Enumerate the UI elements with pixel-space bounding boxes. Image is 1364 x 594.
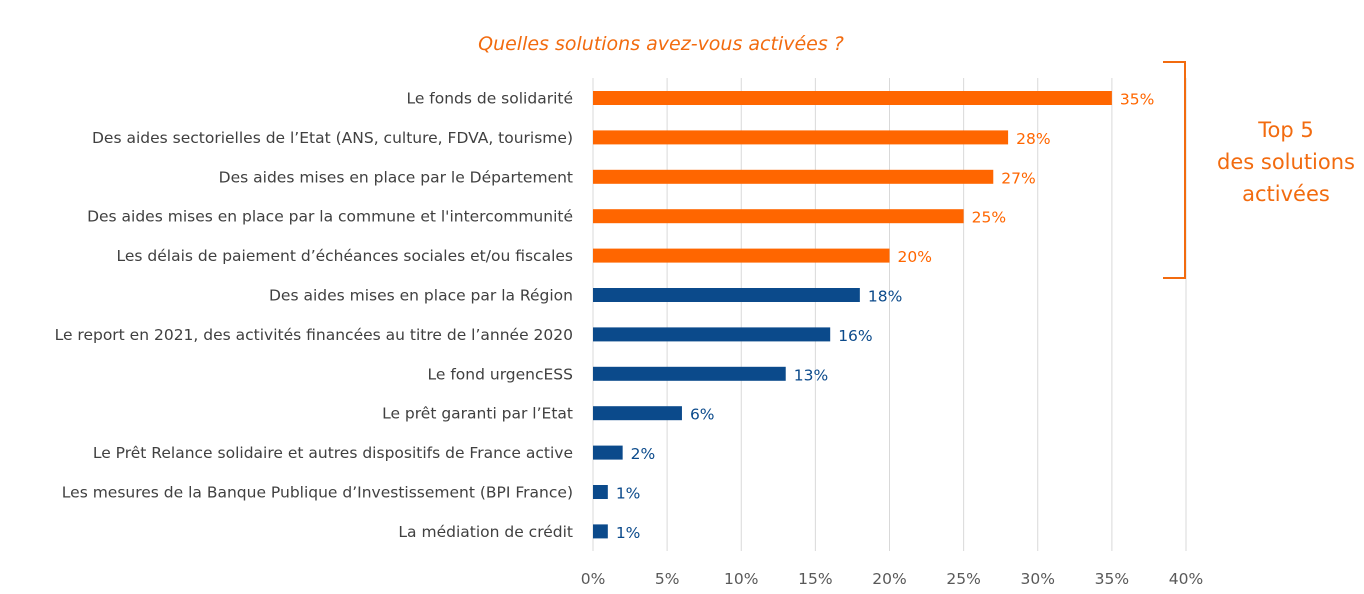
category-label: Le fonds de solidarité (406, 90, 573, 108)
category-label: Des aides mises en place par la Région (269, 287, 573, 305)
x-tick-label: 35% (1095, 570, 1129, 588)
category-label: Des aides mises en place par le Départem… (219, 168, 573, 186)
x-tick-label: 0% (581, 570, 606, 588)
bar (593, 288, 860, 302)
x-tick-label: 30% (1021, 570, 1055, 588)
annotation-line-2: des solutions (1217, 150, 1355, 174)
data-label: 35% (1120, 91, 1154, 109)
annotation-line-3: activées (1242, 182, 1330, 206)
category-label: Le fond urgencESS (428, 365, 573, 383)
bar (593, 91, 1112, 105)
data-label: 16% (838, 327, 872, 345)
x-tick-label: 20% (872, 570, 906, 588)
bar (593, 209, 964, 224)
category-label: Le prêt garanti par l’Etat (382, 405, 573, 423)
data-label: 1% (616, 524, 641, 542)
bar (593, 248, 890, 263)
chart-title: Quelles solutions avez-vous activées ? (478, 33, 844, 55)
bar (593, 524, 608, 539)
bar (593, 130, 1009, 145)
x-tick-label: 5% (655, 570, 680, 588)
category-label: La médiation de crédit (398, 523, 573, 541)
x-tick-label: 15% (798, 570, 832, 588)
category-label: Des aides sectorielles de l’Etat (ANS, c… (92, 129, 573, 147)
bar (593, 485, 608, 499)
annotation-line-1: Top 5 (1257, 118, 1313, 142)
bar (593, 327, 831, 342)
data-label: 1% (616, 485, 641, 503)
top5-bracket (1163, 61, 1186, 279)
category-label: Des aides mises en place par la commune … (87, 208, 573, 226)
data-label: 13% (794, 366, 828, 384)
data-label: 28% (1016, 130, 1050, 148)
data-label: 2% (631, 445, 656, 463)
category-label: Les mesures de la Banque Publique d’Inve… (62, 484, 573, 502)
category-label: Les délais de paiement d’échéances socia… (117, 247, 573, 265)
x-tick-label: 25% (946, 570, 980, 588)
x-tick-label: 40% (1169, 570, 1203, 588)
data-label: 6% (690, 406, 715, 424)
category-label: Le report en 2021, des activités financé… (55, 326, 573, 344)
bar (593, 406, 682, 421)
bar (593, 366, 786, 381)
data-label: 20% (898, 248, 932, 266)
data-label: 25% (972, 209, 1006, 227)
bar (593, 445, 623, 460)
data-label: 18% (868, 288, 902, 306)
x-tick-label: 10% (724, 570, 758, 588)
data-label: 27% (1001, 169, 1035, 187)
bar (593, 169, 994, 184)
category-label: Le Prêt Relance solidaire et autres disp… (93, 444, 573, 462)
